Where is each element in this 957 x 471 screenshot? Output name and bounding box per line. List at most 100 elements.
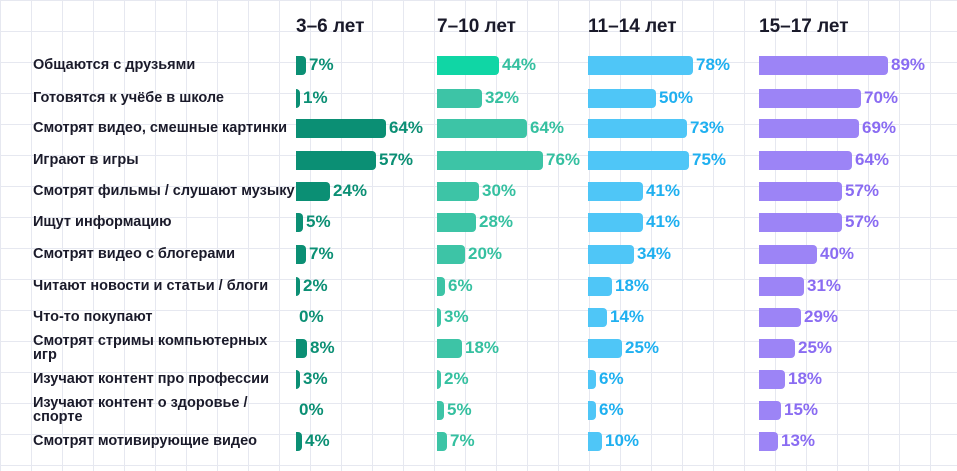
bar [759, 244, 817, 264]
data-label: 14% [610, 307, 645, 326]
data-label: 30% [482, 181, 517, 200]
bar [296, 338, 307, 358]
data-label: 28% [479, 212, 514, 231]
row-label: Общаются с друзьями [33, 57, 196, 73]
bar [296, 276, 300, 296]
row-label: Готовятся к учёбе в школе [33, 90, 224, 106]
data-label: 64% [530, 118, 565, 137]
row-label: Играют в игры [33, 152, 139, 168]
row-label: Изучают контент про профессии [33, 371, 270, 387]
data-label: 25% [625, 338, 660, 357]
bar [296, 212, 303, 232]
data-label: 13% [781, 431, 816, 450]
bar [296, 244, 306, 264]
bar [296, 181, 330, 201]
data-label: 25% [798, 338, 833, 357]
data-label: 57% [845, 212, 880, 231]
data-label: 75% [692, 150, 727, 169]
data-label: 76% [546, 150, 581, 169]
data-label: 0% [299, 400, 324, 419]
bar [437, 181, 479, 201]
row-label: Смотрят стримы компьютерных игр [33, 333, 268, 363]
data-label: 3% [303, 369, 328, 388]
data-label: 3% [444, 307, 469, 326]
bar [588, 276, 612, 296]
data-label: 8% [310, 338, 335, 357]
data-label: 7% [309, 244, 334, 263]
bar [759, 276, 804, 296]
bar [437, 150, 543, 170]
row-label: Читают новости и статьи / блоги [33, 278, 269, 294]
data-label: 89% [891, 55, 926, 74]
bar [588, 400, 596, 420]
data-label: 7% [309, 55, 334, 74]
bar [588, 55, 693, 75]
data-label: 41% [646, 181, 681, 200]
row-label: Ищут информацию [33, 214, 172, 230]
bar [588, 181, 643, 201]
bar [437, 118, 527, 138]
bar [437, 431, 447, 451]
bar [296, 55, 306, 75]
bar [296, 118, 386, 138]
column-header-0: 3–6 лет [296, 16, 365, 37]
data-label: 5% [306, 212, 331, 231]
data-label: 2% [303, 276, 328, 295]
bar [437, 276, 445, 296]
bar [588, 338, 622, 358]
data-label: 7% [450, 431, 475, 450]
bar [588, 431, 602, 451]
column-header-3: 15–17 лет [759, 16, 849, 37]
data-label: 40% [820, 244, 855, 263]
data-label: 29% [804, 307, 839, 326]
data-label: 6% [599, 369, 624, 388]
data-label: 6% [448, 276, 473, 295]
data-label: 41% [646, 212, 681, 231]
bar [759, 369, 785, 389]
data-label: 50% [659, 88, 694, 107]
bar [588, 244, 634, 264]
bar [588, 212, 643, 232]
row-label: Смотрят видео, смешные картинки [33, 120, 287, 136]
bar [437, 338, 462, 358]
data-label: 6% [599, 400, 624, 419]
data-label: 1% [303, 88, 328, 107]
bar [759, 55, 888, 75]
data-label: 64% [389, 118, 424, 137]
data-label: 18% [788, 369, 823, 388]
bar [437, 244, 465, 264]
bar [296, 150, 376, 170]
bar [437, 212, 476, 232]
bar [437, 307, 441, 327]
bar [588, 369, 596, 389]
data-label: 2% [444, 369, 469, 388]
bar [759, 181, 842, 201]
bar [296, 369, 300, 389]
data-label: 69% [862, 118, 897, 137]
data-label: 78% [696, 55, 731, 74]
bar [588, 88, 656, 108]
bar [759, 431, 778, 451]
data-label: 44% [502, 55, 537, 74]
data-label: 18% [465, 338, 500, 357]
data-label: 64% [855, 150, 890, 169]
bar [759, 118, 859, 138]
data-label: 70% [864, 88, 899, 107]
data-label: 57% [379, 150, 414, 169]
row-label: Изучают контент о здоровье / спорте [33, 395, 248, 425]
data-label: 24% [333, 181, 368, 200]
data-label: 18% [615, 276, 650, 295]
row-label: Смотрят мотивирующие видео [33, 433, 258, 449]
bar [759, 400, 781, 420]
bar [759, 212, 842, 232]
bar [296, 431, 302, 451]
bar [437, 369, 441, 389]
bar [759, 338, 795, 358]
bar [588, 307, 607, 327]
row-label: Смотрят фильмы / слушают музыку [33, 183, 295, 199]
bar [296, 88, 300, 108]
bar [588, 118, 687, 138]
data-label: 15% [784, 400, 819, 419]
data-label: 57% [845, 181, 880, 200]
bar [437, 88, 482, 108]
